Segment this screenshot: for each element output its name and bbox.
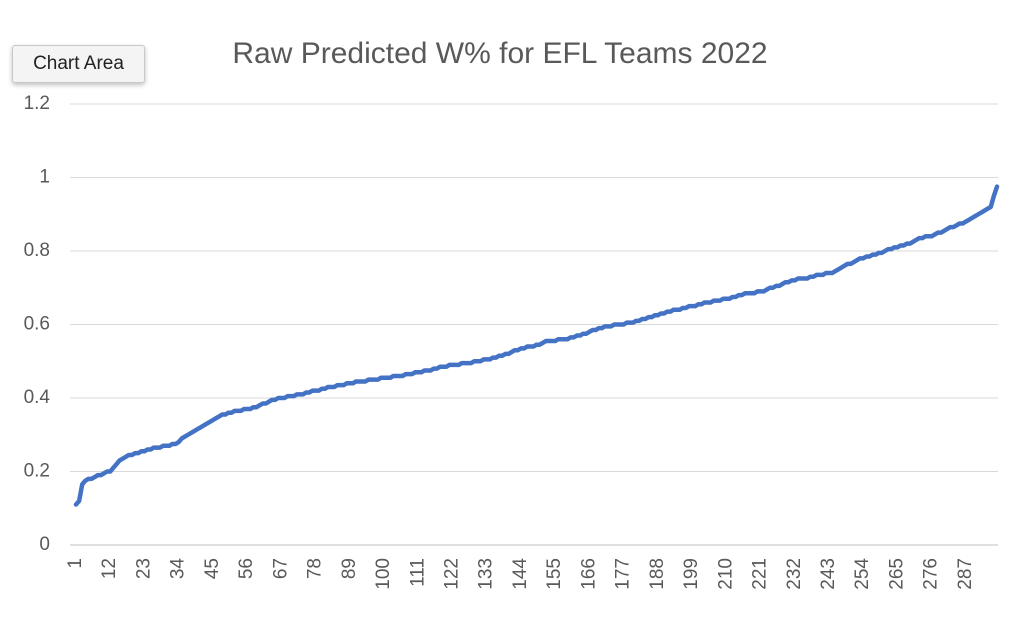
x-tick-label: 111 bbox=[407, 558, 428, 587]
y-tick-label: 0.6 bbox=[24, 314, 50, 335]
x-tick-label: 144 bbox=[510, 558, 531, 590]
x-tick-label: 276 bbox=[921, 558, 942, 590]
x-tick-label: 243 bbox=[818, 558, 839, 590]
x-tick-label: 56 bbox=[236, 558, 257, 579]
y-tick-label: 0.2 bbox=[24, 461, 50, 482]
y-tick-label: 1.2 bbox=[24, 93, 50, 114]
x-tick-label: 177 bbox=[613, 558, 634, 590]
x-tick-label: 221 bbox=[750, 558, 771, 590]
y-tick-label: 0.4 bbox=[24, 387, 51, 408]
tooltip: Chart Area bbox=[12, 45, 145, 83]
x-tick-label: 232 bbox=[784, 558, 805, 590]
x-tick-label: 78 bbox=[305, 558, 326, 579]
x-tick-label: 199 bbox=[681, 558, 702, 590]
x-tick-label: 1 bbox=[65, 558, 86, 569]
x-tick-label: 133 bbox=[476, 558, 497, 590]
y-tick-label: 0.8 bbox=[24, 240, 50, 261]
x-tick-label: 89 bbox=[339, 558, 360, 579]
x-tick-label: 122 bbox=[442, 558, 463, 590]
x-tick-label: 34 bbox=[168, 558, 189, 580]
chart-title: Raw Predicted W% for EFL Teams 2022 bbox=[232, 37, 767, 70]
y-tick-label: 0 bbox=[39, 534, 50, 555]
x-tick-label: 287 bbox=[955, 558, 976, 590]
line bbox=[73, 184, 1000, 507]
x-tick-label: 23 bbox=[133, 558, 154, 579]
x-tick-label: 100 bbox=[373, 558, 394, 590]
x-tick-label: 254 bbox=[852, 558, 873, 590]
x-tick-label: 265 bbox=[886, 558, 907, 590]
x-tick-label: 155 bbox=[544, 558, 565, 590]
x-tick-label: 45 bbox=[202, 558, 223, 579]
x-tick-label: 188 bbox=[647, 558, 668, 590]
x-tick-label: 12 bbox=[99, 558, 120, 579]
x-tick-label: 166 bbox=[578, 558, 599, 590]
x-tick-label: 67 bbox=[270, 558, 291, 579]
x-tick-label: 210 bbox=[715, 558, 736, 590]
y-tick-label: 1 bbox=[39, 167, 50, 188]
